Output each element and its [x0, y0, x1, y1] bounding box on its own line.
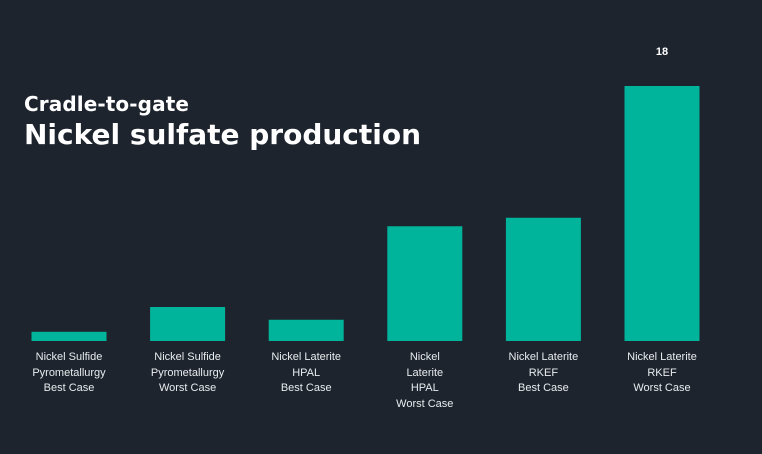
bar-5: [505, 217, 581, 341]
category-label-5: Nickel Laterite RKEF Best Case: [483, 350, 603, 397]
category-label-2: Nickel Sulfide Pyrometallurgy Worst Case: [128, 350, 248, 397]
category-label-line: Nickel Sulfide: [154, 351, 221, 363]
category-label-line: Best Case: [518, 382, 569, 394]
category-label-line: Best Case: [43, 382, 95, 394]
category-label-4: Nickel Laterite HPAL Worst Case: [365, 350, 485, 412]
chart-title-block: Cradle-to-gate Nickel sulfate production: [24, 92, 421, 152]
category-label-line: Nickel Laterite: [508, 351, 579, 363]
category-label-line: Nickel: [409, 351, 440, 363]
bar-4: [387, 226, 463, 341]
category-label-6: Nickel Laterite RKEF Worst Case: [602, 350, 722, 397]
category-label-line: Worst Case: [396, 397, 454, 410]
category-label-line: Nickel Laterite: [627, 351, 697, 363]
bar-2: [150, 307, 226, 341]
category-label-1: Nickel Sulfide Pyrometallurgy Best Case: [9, 350, 129, 397]
chart-subtitle: Cradle-to-gate: [24, 92, 190, 116]
category-label-line: Laterite: [406, 366, 444, 379]
bar-6: [624, 86, 700, 341]
category-label-3: Nickel Laterite HPAL Best Case: [246, 350, 366, 397]
category-label-line: Best Case: [280, 382, 332, 394]
category-label-line: RKEF: [647, 366, 677, 379]
category-label-line: HPAL: [292, 366, 321, 379]
bar-1: [31, 331, 107, 341]
category-label-line: Worst Case: [633, 382, 691, 394]
bar-3: [268, 319, 344, 341]
category-label-line: Nickel Laterite: [271, 351, 342, 363]
category-label-line: HPAL: [410, 382, 439, 394]
category-label-line: Pyrometallurgy: [150, 366, 225, 379]
category-label-line: Nickel Sulfide: [35, 351, 103, 363]
category-label-line: RKEF: [528, 366, 559, 379]
category-label-line: Pyrometallurgy: [32, 366, 106, 379]
chart-title: Nickel sulfate production: [24, 118, 422, 151]
data-label-6: 18: [656, 46, 668, 58]
category-label-line: Worst Case: [158, 382, 217, 394]
